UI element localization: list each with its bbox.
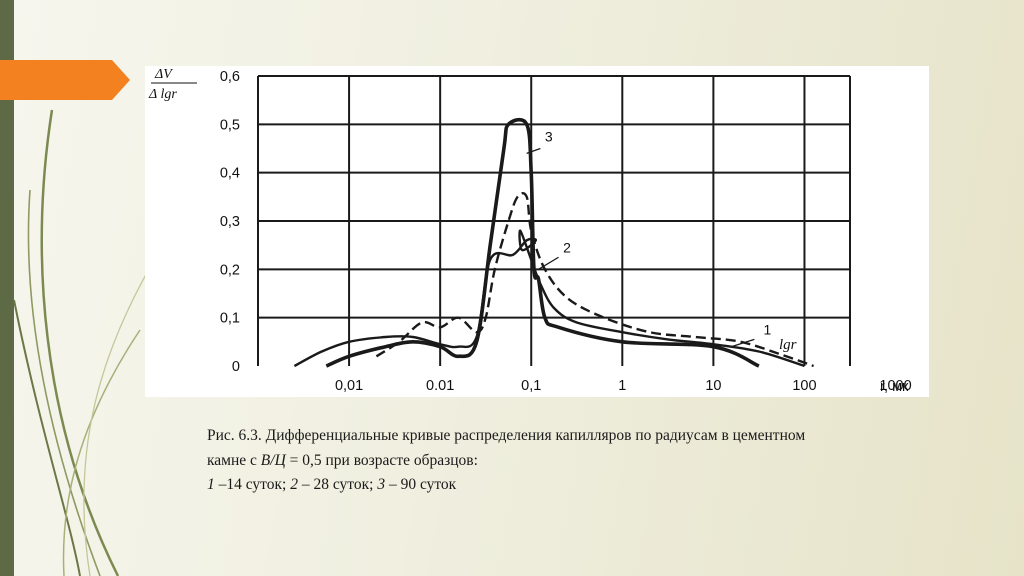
x-tick-label: 100 bbox=[792, 378, 816, 394]
x-tick-label: 0,01 bbox=[335, 378, 363, 394]
curve-label-leader bbox=[526, 147, 541, 154]
left-accent-bar bbox=[0, 0, 14, 576]
y-tick-labels: 0 0,1 0,2 0,3 0,4 0,5 0,6 bbox=[220, 69, 240, 375]
y-tick-label: 0,4 bbox=[220, 166, 240, 182]
series-line-1 bbox=[293, 229, 805, 368]
y-tick-label: 0,6 bbox=[220, 69, 240, 85]
caption-series-number: 2 bbox=[290, 476, 298, 493]
curve-label: 3 bbox=[545, 128, 553, 144]
caption-line-2-suffix: = 0,5 при возрасте образцов: bbox=[285, 451, 478, 469]
figure-caption: Рис. 6.3. Дифференциальные кривые распре… bbox=[207, 424, 967, 498]
x-axis-label: r, мк bbox=[880, 379, 909, 395]
chart-annotations: 1 2 3 lgr bbox=[526, 128, 797, 353]
y-tick-label: 0,2 bbox=[220, 262, 240, 278]
curve-label-leader bbox=[538, 256, 559, 270]
y-axis-label-denominator: Δ lgr bbox=[148, 87, 177, 102]
orange-accent-tab bbox=[0, 60, 130, 100]
y-tick-label: 0,5 bbox=[220, 117, 240, 133]
series-line-3 bbox=[325, 117, 760, 368]
capillary-distribution-chart: 0 0,1 0,2 0,3 0,4 0,5 0,6 0,01 0.01 0,1 1 10 100 100… bbox=[148, 67, 912, 395]
decorative-leaves bbox=[13, 109, 161, 576]
caption-line-3: 1 –14 суток; 2 – 28 суток; 3 – 90 суток bbox=[207, 473, 967, 498]
x-tick-label: 1000 bbox=[879, 378, 911, 394]
y-tick-label: 0 bbox=[232, 359, 240, 375]
caption-series-text: – 28 суток; bbox=[297, 476, 378, 493]
caption-series-text: –14 суток; bbox=[214, 476, 291, 493]
curve-label: 2 bbox=[563, 239, 571, 255]
curve-label: 1 bbox=[763, 322, 771, 338]
caption-series-number: 3 bbox=[377, 476, 386, 493]
chart-curves bbox=[293, 117, 814, 368]
series-line-2 bbox=[375, 192, 814, 368]
y-tick-label: 0,1 bbox=[220, 311, 240, 327]
x-tick-label: 0,1 bbox=[521, 378, 541, 394]
orange-arrow-shape bbox=[0, 60, 130, 100]
caption-ratio-symbol: В/Ц bbox=[260, 451, 286, 469]
x-tick-label: 0.01 bbox=[426, 378, 454, 394]
caption-line-1: Рис. 6.3. Дифференциальные кривые распре… bbox=[207, 427, 806, 444]
curve-label-leader bbox=[731, 338, 755, 348]
chart-grid bbox=[257, 75, 851, 366]
caption-series-text: – 90 суток bbox=[385, 476, 457, 493]
caption-line-2-prefix: камне с bbox=[207, 451, 261, 469]
x-tick-label: 10 bbox=[705, 378, 721, 394]
y-tick-label: 0,3 bbox=[220, 214, 240, 230]
lgr-label: lgr bbox=[779, 337, 797, 353]
x-tick-label: 1 bbox=[618, 378, 626, 394]
caption-series-number: 1 bbox=[207, 476, 215, 493]
caption-line-2: камне с В/Ц = 0,5 при возрасте образцов: bbox=[207, 449, 967, 474]
x-tick-labels: 0,01 0.01 0,1 1 10 100 1000 bbox=[335, 378, 912, 394]
chart-panel: 0 0,1 0,2 0,3 0,4 0,5 0,6 0,01 0.01 0,1 1 10 100 100… bbox=[145, 66, 929, 397]
y-axis-label-numerator: ΔV bbox=[154, 67, 173, 82]
